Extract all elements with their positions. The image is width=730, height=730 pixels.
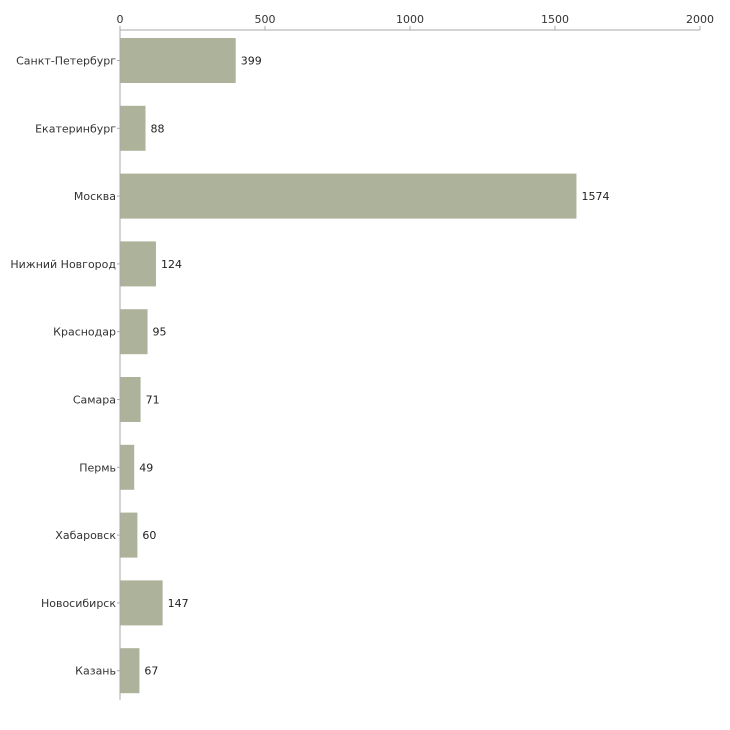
bar — [120, 173, 577, 219]
data-label: 95 — [153, 326, 167, 339]
bar — [120, 241, 156, 287]
bar — [120, 377, 141, 422]
category-label: Нижний Новгород — [10, 258, 116, 271]
data-label: 88 — [151, 122, 165, 135]
data-label: 60 — [142, 529, 156, 542]
category-labels: Санкт-Петербург Екатеринбург Москва Нижний … — [10, 55, 116, 678]
category-label: Новосибирск — [41, 597, 116, 610]
data-label: 49 — [139, 461, 153, 474]
bar — [120, 580, 163, 626]
x-tick-label: 0 — [117, 13, 124, 26]
category-label: Санкт-Петербург — [16, 55, 116, 68]
data-label: 67 — [144, 665, 158, 678]
category-label: Самара — [73, 394, 116, 407]
bar — [120, 105, 146, 151]
value-labels: 399 88 1574 124 95 71 49 60 147 67 — [139, 55, 609, 678]
x-tick-label: 500 — [255, 13, 276, 26]
bar — [120, 444, 135, 490]
bar — [120, 512, 138, 558]
x-tick-label: 2000 — [686, 13, 714, 26]
data-label: 147 — [168, 597, 189, 610]
x-tick-label: 1500 — [541, 13, 569, 26]
bars — [117, 38, 577, 694]
x-axis: 0 500 1000 1500 2000 — [117, 13, 714, 30]
category-label: Москва — [74, 190, 116, 203]
category-label: Екатеринбург — [35, 122, 116, 135]
category-label: Пермь — [79, 461, 116, 474]
data-label: 1574 — [581, 190, 609, 203]
bar — [120, 648, 140, 694]
bar — [120, 309, 148, 355]
category-label: Краснодар — [53, 326, 116, 339]
data-label: 399 — [241, 55, 262, 68]
category-label: Казань — [75, 665, 116, 678]
bar — [120, 38, 236, 83]
category-label: Хабаровск — [55, 529, 116, 542]
data-label: 71 — [146, 394, 160, 407]
data-label: 124 — [161, 258, 182, 271]
x-tick-label: 1000 — [396, 13, 424, 26]
